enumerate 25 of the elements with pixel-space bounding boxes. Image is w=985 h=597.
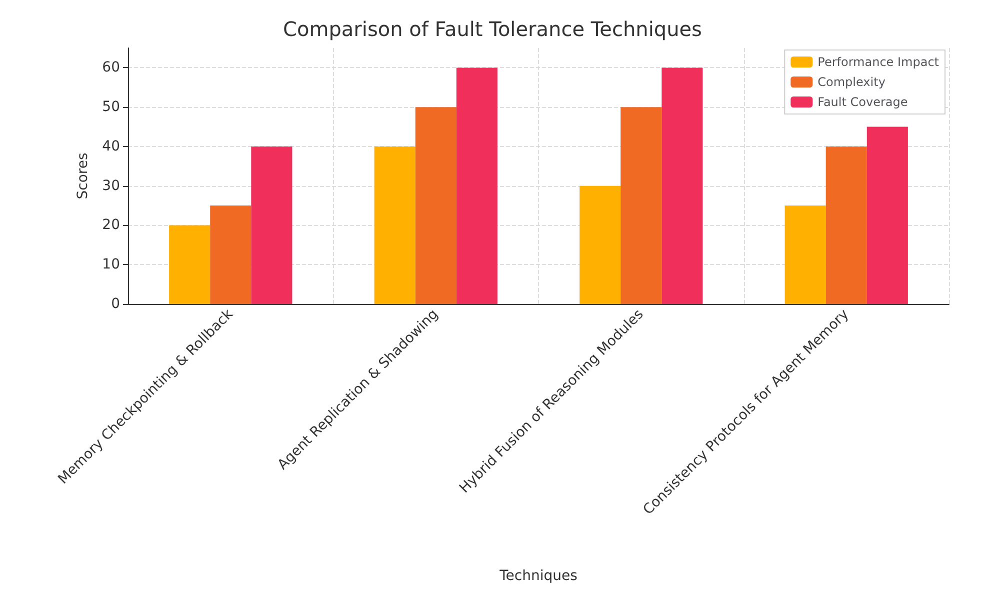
y-tick-label: 60: [102, 60, 120, 76]
chart-title: Comparison of Fault Tolerance Techniques: [283, 17, 702, 41]
y-tick-label: 20: [102, 217, 120, 234]
legend-label: Performance Impact: [818, 55, 940, 69]
y-tick-label: 0: [111, 296, 120, 312]
bar: [169, 225, 210, 304]
bar: [580, 186, 621, 304]
bar: [456, 68, 498, 304]
bar: [251, 146, 292, 304]
x-axis-title: Techniques: [498, 568, 578, 584]
bar: [866, 126, 908, 304]
bar: [415, 107, 456, 304]
y-tick-label: 40: [102, 138, 120, 154]
y-tick-label: 50: [102, 99, 120, 116]
bar: [662, 68, 703, 304]
y-axis-title: Scores: [75, 152, 91, 200]
bar: [620, 107, 662, 304]
bar: [826, 146, 867, 304]
legend-label: Fault Coverage: [818, 95, 908, 109]
legend-label: Complexity: [818, 75, 886, 89]
y-tick-label: 10: [102, 256, 120, 273]
bar: [784, 206, 826, 304]
bar: [374, 146, 416, 304]
bar: [210, 206, 252, 304]
y-tick-label: 30: [102, 178, 120, 194]
